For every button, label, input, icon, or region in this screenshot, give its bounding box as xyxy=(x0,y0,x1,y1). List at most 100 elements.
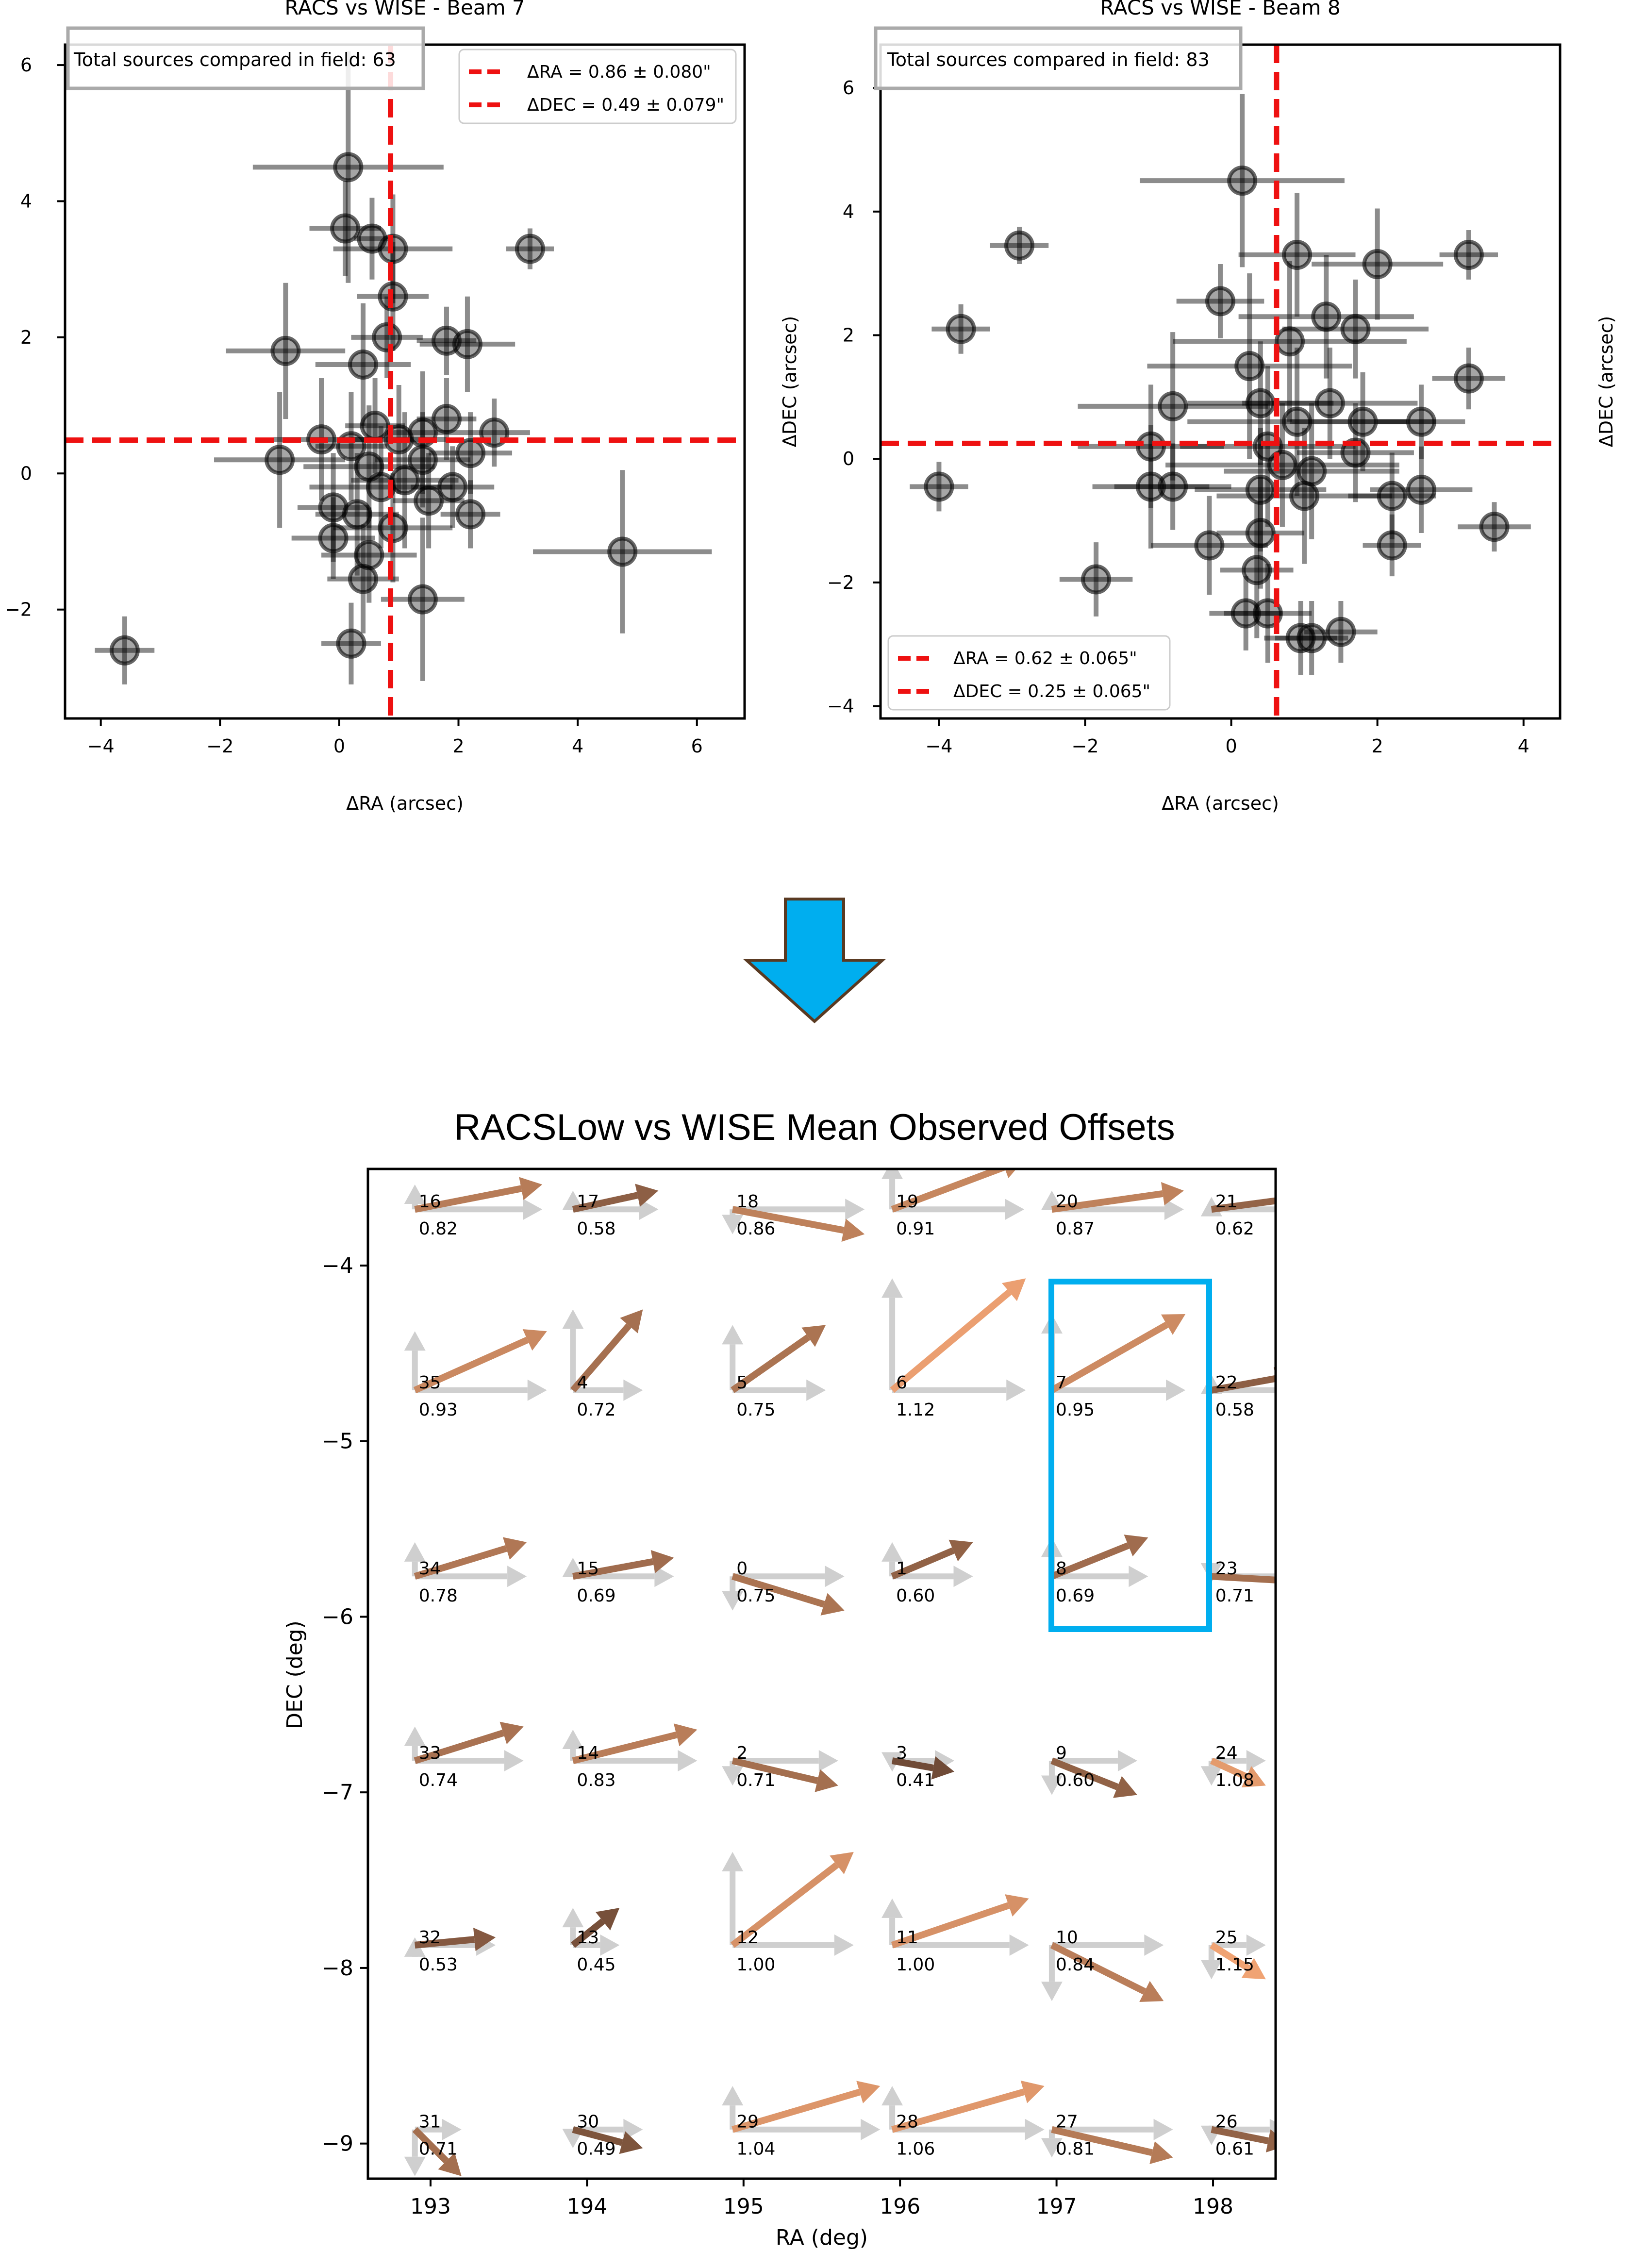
beam-12-ra-ref-arrow xyxy=(732,1934,854,1956)
beam8-point-29 xyxy=(1370,446,1473,533)
beam-7-offset-arrow xyxy=(1050,1314,1186,1393)
beam-11-offset-arrow xyxy=(891,1894,1029,1949)
beam-6-value-label: 1.12 xyxy=(896,1400,935,1420)
beam-11-dec-ref-arrow-head xyxy=(881,1898,903,1918)
beam8-xtick-label: −2 xyxy=(1071,735,1098,757)
beam7-title: RACS vs WISE - Beam 7 xyxy=(284,0,525,19)
beam8-marker-25 xyxy=(1267,450,1297,480)
beam8-y-axis-label: ΔDEC (arcsec) xyxy=(779,316,800,448)
beam8-marker-0 xyxy=(924,471,954,502)
beam-29-id-label: 29 xyxy=(736,2112,759,2132)
beam8-plot-content xyxy=(881,45,1560,718)
beam8-xtick-label: −4 xyxy=(925,735,952,757)
beam7-marker-15 xyxy=(360,411,390,441)
beam8-marker-13 xyxy=(1135,471,1166,502)
beam-11-offset-arrow-shaft xyxy=(891,1902,1010,1949)
beam-27-id-label: 27 xyxy=(1056,2112,1078,2132)
beam-11-offset-arrow-head xyxy=(1005,1894,1029,1917)
beam-2-value-label: 0.71 xyxy=(736,1770,775,1790)
beam-31-ra-ref-arrow-head xyxy=(442,2118,462,2140)
beam8-point-40 xyxy=(1220,502,1294,638)
beam-17-id-label: 17 xyxy=(577,1192,599,1212)
beam-28-offset-arrow-head xyxy=(1020,2080,1045,2103)
beam-1-value-label: 0.60 xyxy=(896,1586,935,1606)
beam-19-offset-arrow-shaft xyxy=(891,1169,1006,1213)
beam-3-offset-arrow xyxy=(891,1756,955,1780)
beam-4-ra-ref-arrow xyxy=(573,1379,643,1401)
beam8-marker-4 xyxy=(1227,166,1258,196)
beam-5-dec-ref-arrow xyxy=(722,1325,744,1390)
beam-18-ra-ref-arrow xyxy=(732,1199,865,1220)
beam-2-dec-ref-arrow-head xyxy=(722,1766,744,1786)
beam8-point-17 xyxy=(1238,254,1414,379)
beam8-legend-frame xyxy=(887,635,1171,711)
beam-1-offset-arrow-shaft xyxy=(891,1547,955,1580)
beam7-point-20 xyxy=(429,412,513,494)
beam-28-arrows: 281.06 xyxy=(881,2080,1045,2159)
beam8-info-text: Total sources compared in field: 83 xyxy=(887,49,1210,70)
beam-7-arrows: 70.95 xyxy=(1041,1314,1186,1420)
beam7-point-34 xyxy=(381,517,465,681)
beam8-axes: −4 −2 0 2 4 −4 −2 0 2 4 6 xyxy=(827,77,1529,757)
beam-10-dec-ref-arrow-head xyxy=(1041,1982,1063,2001)
beam7-point-7 xyxy=(226,283,346,419)
beam7-marker-31 xyxy=(318,523,349,553)
beam-33-offset-arrow-head xyxy=(499,1721,524,1744)
beam7-marker-22 xyxy=(407,445,438,475)
beam-28-dec-ref-arrow-head xyxy=(881,2086,903,2106)
beam-13-arrows: 130.45 xyxy=(562,1908,620,1975)
beam-6-dec-ref-arrow-head xyxy=(881,1278,903,1298)
beam7-point-0 xyxy=(95,616,155,684)
beam8-point-1 xyxy=(931,304,990,354)
beam-5-ra-ref-arrow xyxy=(732,1379,826,1401)
beam-24-offset-arrow-head xyxy=(1241,1766,1266,1787)
beam-16-arrows: 160.82 xyxy=(404,1177,543,1239)
beam-35-ra-ref-arrow-head xyxy=(527,1379,547,1401)
beam8-point-9 xyxy=(1432,347,1506,410)
beam7-marker-11 xyxy=(372,322,402,352)
beam-15-id-label: 15 xyxy=(577,1559,599,1579)
beam-10-id-label: 10 xyxy=(1056,1928,1078,1948)
beam7-plot-frame xyxy=(64,43,746,720)
beam8-marker-1 xyxy=(946,314,976,344)
beam-31-value-label: 0.71 xyxy=(419,2139,458,2159)
beam7-marker-25 xyxy=(414,485,444,516)
beam-2-ra-ref-arrow xyxy=(732,1750,838,1772)
beam7-point-5 xyxy=(506,228,554,269)
beam-2-arrows: 20.71 xyxy=(722,1743,838,1792)
offset-map-frame xyxy=(366,1167,1277,2180)
beam-28-offset-arrow-shaft xyxy=(891,2088,1025,2133)
beam-2-ra-ref-arrow-head xyxy=(818,1750,838,1772)
beam-34-offset-arrow xyxy=(414,1537,527,1580)
beam-24-id-label: 24 xyxy=(1215,1743,1238,1763)
beam-14-ra-ref-arrow xyxy=(573,1750,698,1772)
beam-32-offset-arrow xyxy=(415,1928,496,1951)
offset-map-title: RACSLow vs WISE Mean Observed Offsets xyxy=(454,1107,1175,1148)
beam7-marker-36 xyxy=(336,628,366,659)
beam8-marker-34 xyxy=(1377,530,1407,561)
beam7-marker-18 xyxy=(431,404,462,434)
beam-1-id-label: 1 xyxy=(896,1559,907,1579)
beam-19-offset-arrow-head xyxy=(1005,1169,1016,1178)
beam8-ytick-label: 2 xyxy=(843,324,854,346)
beam-17-offset-arrow-shaft xyxy=(572,1192,638,1213)
beam-2-id-label: 2 xyxy=(736,1743,748,1763)
beam-6-offset-arrow-head xyxy=(1002,1278,1026,1301)
beam-15-arrows: 150.69 xyxy=(562,1550,674,1606)
beam-9-offset-arrow-shaft xyxy=(1050,1757,1119,1790)
beam-12-ra-ref-arrow-head xyxy=(834,1934,854,1956)
beam-24-offset-arrow xyxy=(1210,1757,1266,1787)
beam-19-dec-ref-arrow xyxy=(881,1169,903,1210)
beam-4-offset-arrow xyxy=(570,1309,643,1393)
beam7-x-axis-label: ΔRA (arcsec) xyxy=(346,793,464,814)
beam-24-ra-ref-arrow-head xyxy=(1246,1750,1266,1772)
beam-5-id-label: 5 xyxy=(736,1373,748,1393)
beam-10-dec-ref-arrow xyxy=(1041,1945,1063,2001)
beam-29-arrows: 291.04 xyxy=(722,2081,881,2159)
beam-13-offset-arrow-head xyxy=(595,1908,620,1931)
beam8-xtick-label: 4 xyxy=(1518,735,1529,757)
beam-16-offset-arrow-head xyxy=(519,1177,543,1201)
beam-10-offset-arrow-shaft xyxy=(1050,1942,1147,1995)
beam-25-ra-ref-arrow-head xyxy=(1246,1934,1266,1956)
